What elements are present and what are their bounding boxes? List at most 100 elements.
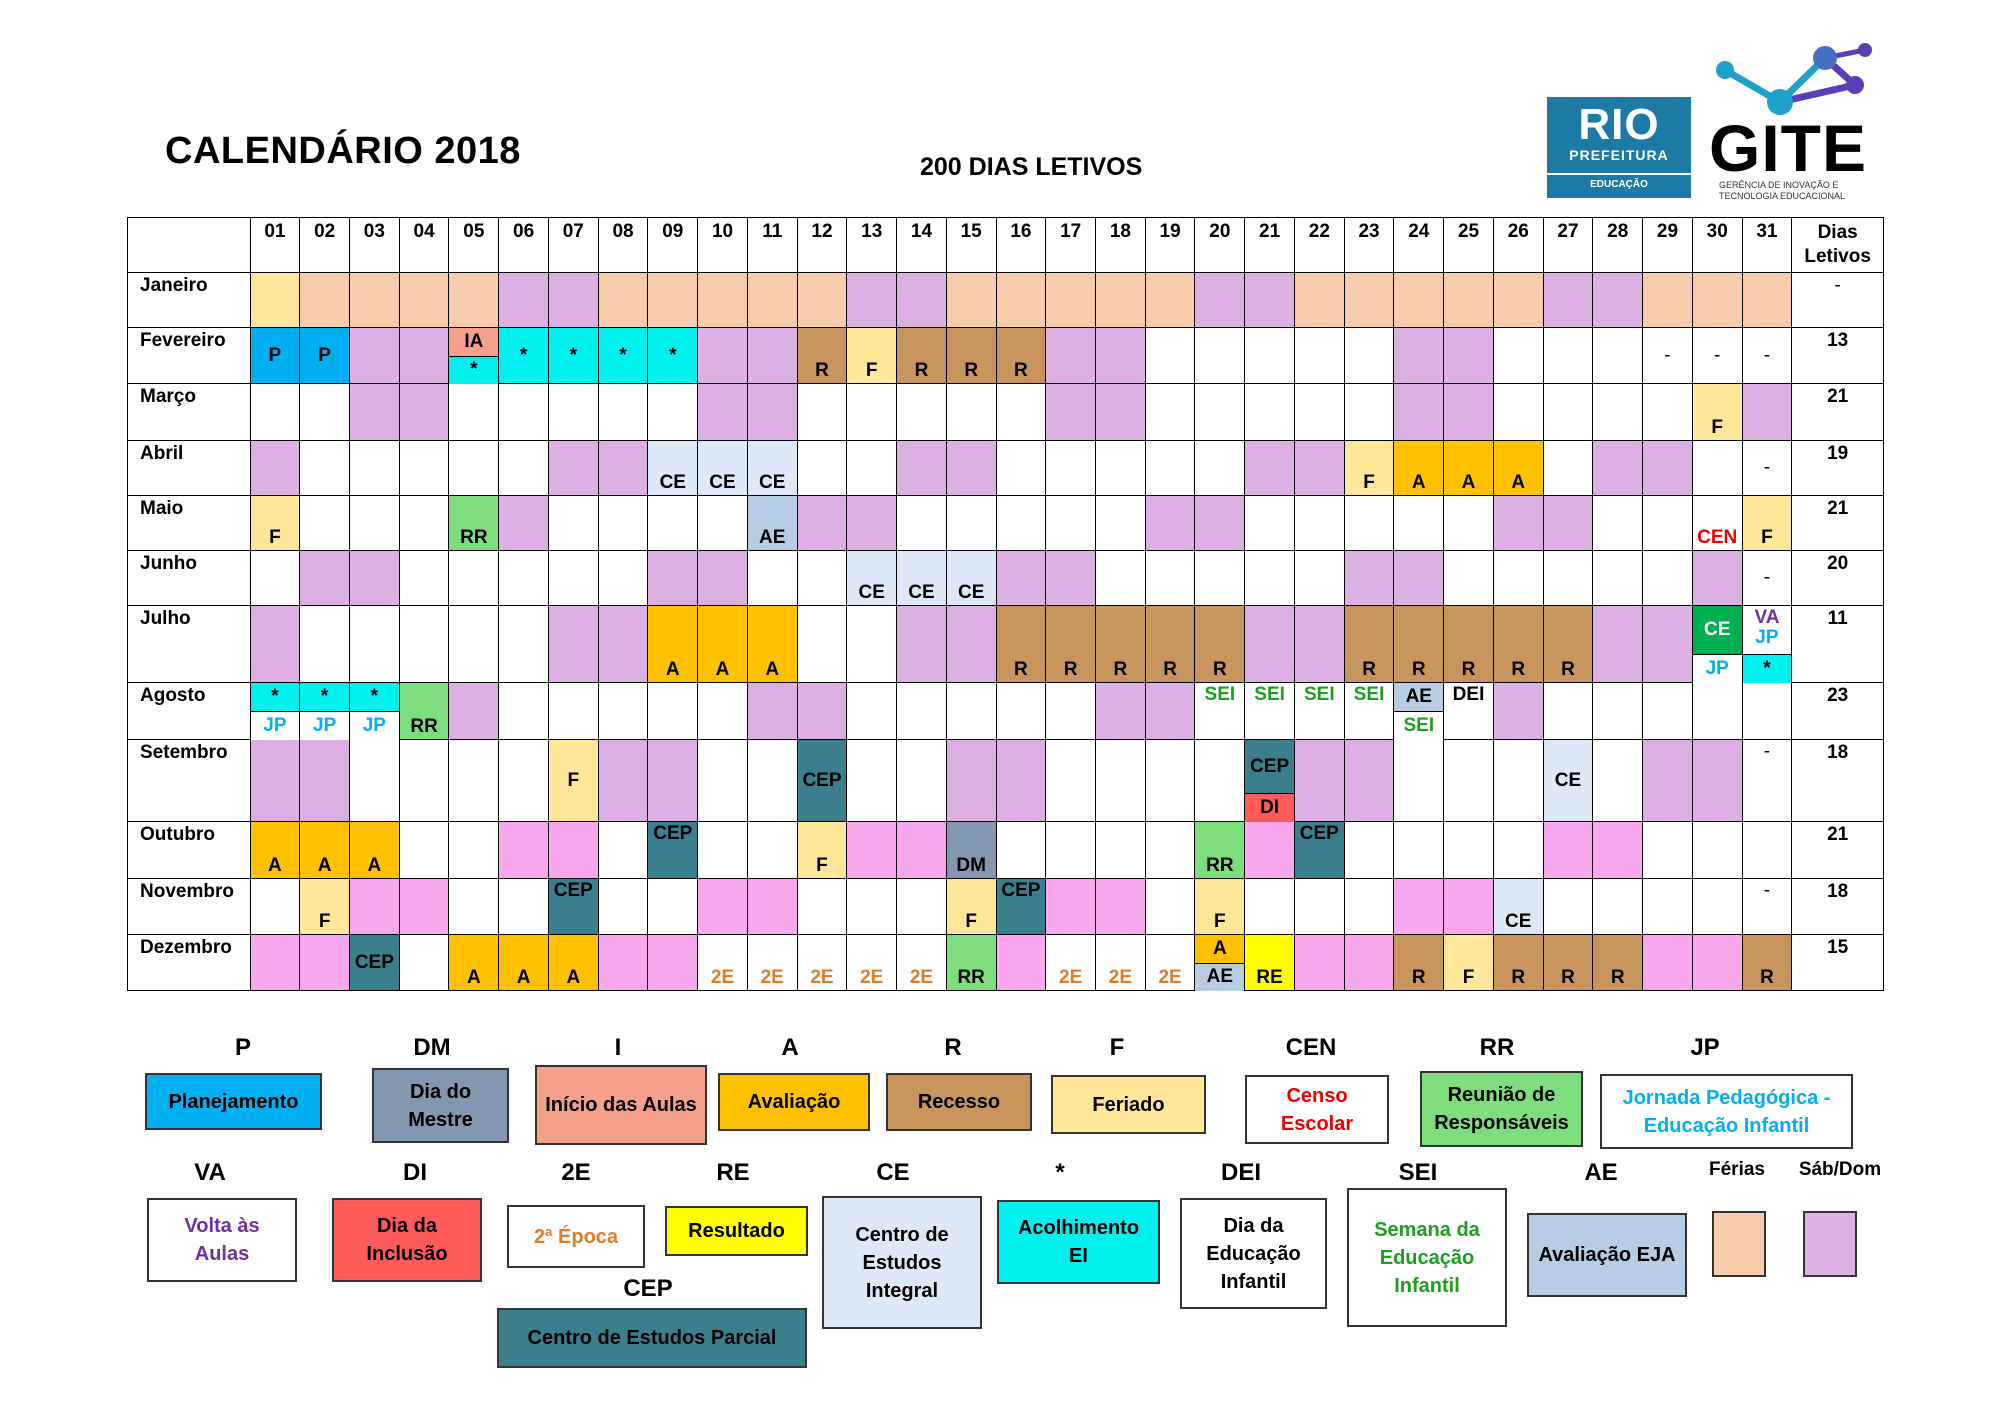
day-cell [1691, 821, 1743, 879]
day-cell [349, 383, 400, 441]
day-cell [1542, 821, 1594, 879]
legend-label: Feriado [1092, 1093, 1165, 1116]
day-cell: CE [1492, 878, 1544, 935]
day-cell: F [1741, 495, 1793, 551]
legend-label: Recesso [917, 1091, 1001, 1113]
day-cell [398, 878, 450, 935]
day-cell [249, 550, 301, 606]
day-cell [697, 383, 748, 441]
day-code: * [271, 686, 279, 707]
day-cell: F [1443, 934, 1494, 991]
day-cell [896, 682, 947, 740]
day-code: * [370, 686, 379, 707]
month-row: Julho A A A R R R R R R R R R R CE JP VA JP * 11 [127, 605, 1884, 683]
day-header: 04 [398, 217, 450, 273]
day-cell [846, 739, 898, 822]
day-cell [1393, 383, 1445, 441]
day-code: A [715, 659, 730, 680]
day-cell [945, 272, 997, 328]
day-cell: F [846, 327, 898, 384]
day-cell [1293, 605, 1345, 683]
day-code: CE [1703, 618, 1731, 640]
day-cell [1492, 739, 1544, 822]
day-cell [1592, 605, 1644, 683]
day-cell: F [1691, 383, 1743, 441]
day-cell [547, 383, 599, 441]
day-cell: A [746, 605, 798, 683]
legend-label: Avaliação EJA [1538, 1244, 1676, 1266]
legend-label: Avaliação [747, 1091, 841, 1113]
day-code: 2E [810, 967, 834, 988]
school-days-total: 11 [1791, 605, 1884, 683]
day-header: 23 [1343, 217, 1395, 273]
page-title: CALENDÁRIO 2018 [165, 130, 521, 172]
day-cell [249, 605, 301, 683]
day-cell [846, 605, 898, 683]
day-cell: A AE [1194, 934, 1246, 991]
day-header: 27 [1542, 217, 1594, 273]
legend-code: DEI [1220, 1159, 1261, 1186]
legend-swatch: Feriado [1051, 1075, 1206, 1134]
day-code: * [569, 344, 577, 366]
legend-swatch: Acolhimento EI [997, 1200, 1160, 1284]
legend-code: P [234, 1034, 251, 1061]
day-cell [846, 682, 898, 740]
day-cell [1045, 327, 1097, 384]
day-cell [1592, 383, 1644, 441]
day-cell: P [299, 327, 350, 384]
day-code: DI [1260, 797, 1280, 819]
day-cell [1144, 682, 1196, 740]
day-header: 06 [498, 217, 549, 273]
day-cell [1642, 682, 1693, 740]
day-code: SEI [1403, 715, 1435, 736]
day-header: 08 [597, 217, 649, 273]
day-header: 02 [299, 217, 350, 273]
day-header: 13 [846, 217, 898, 273]
day-cell-part: AE [1195, 962, 1245, 991]
legend-label: Dia do Mestre [408, 1080, 473, 1131]
day-cell [697, 682, 748, 740]
day-code: DM [956, 855, 986, 876]
day-cell [448, 440, 500, 496]
day-code: R [1362, 659, 1376, 680]
day-code: JP [362, 715, 386, 736]
day-cell [1642, 605, 1693, 683]
day-code: F [1761, 527, 1773, 548]
day-cell [1045, 682, 1097, 740]
day-cell [498, 550, 549, 606]
month-row: Dezembro CEP A A A 2E 2E 2E 2E 2E RR 2E 2E 2E A AE RE R F R… [127, 934, 1884, 991]
legend-swatch [1803, 1211, 1857, 1277]
day-cell [1443, 739, 1494, 822]
day-code: CE [908, 582, 935, 603]
day-cell [1691, 272, 1743, 328]
day-code: CEP [354, 951, 394, 973]
day-cell: 2E [1045, 934, 1097, 991]
day-cell [1393, 327, 1445, 384]
day-cell: F [547, 739, 599, 822]
day-code: A [1511, 472, 1526, 493]
day-cell [498, 440, 549, 496]
day-cell [498, 739, 549, 822]
day-cell [896, 272, 947, 328]
day-code: AE [759, 527, 786, 548]
day-cell [995, 440, 1047, 496]
day-code: JP [1705, 657, 1729, 679]
day-code: CEP [553, 880, 593, 901]
day-code: R [1014, 360, 1028, 381]
day-code: A [1461, 472, 1476, 493]
day-code: 2E [1158, 967, 1182, 988]
day-cell [945, 495, 997, 551]
day-cell [796, 272, 848, 328]
day-header: 21 [1244, 217, 1295, 273]
day-cell [1741, 383, 1793, 441]
legend-code: Sáb/Dom [1798, 1159, 1882, 1180]
day-cell [398, 550, 450, 606]
day-code: F [816, 855, 828, 876]
day-code: CEP [1250, 755, 1290, 777]
day-cell: 2E [1144, 934, 1196, 991]
day-cell [1741, 682, 1793, 740]
day-code: R [1760, 967, 1774, 988]
day-cell: DEI [1443, 682, 1494, 740]
legend-code: RE [716, 1159, 750, 1186]
day-cell [1045, 821, 1097, 879]
